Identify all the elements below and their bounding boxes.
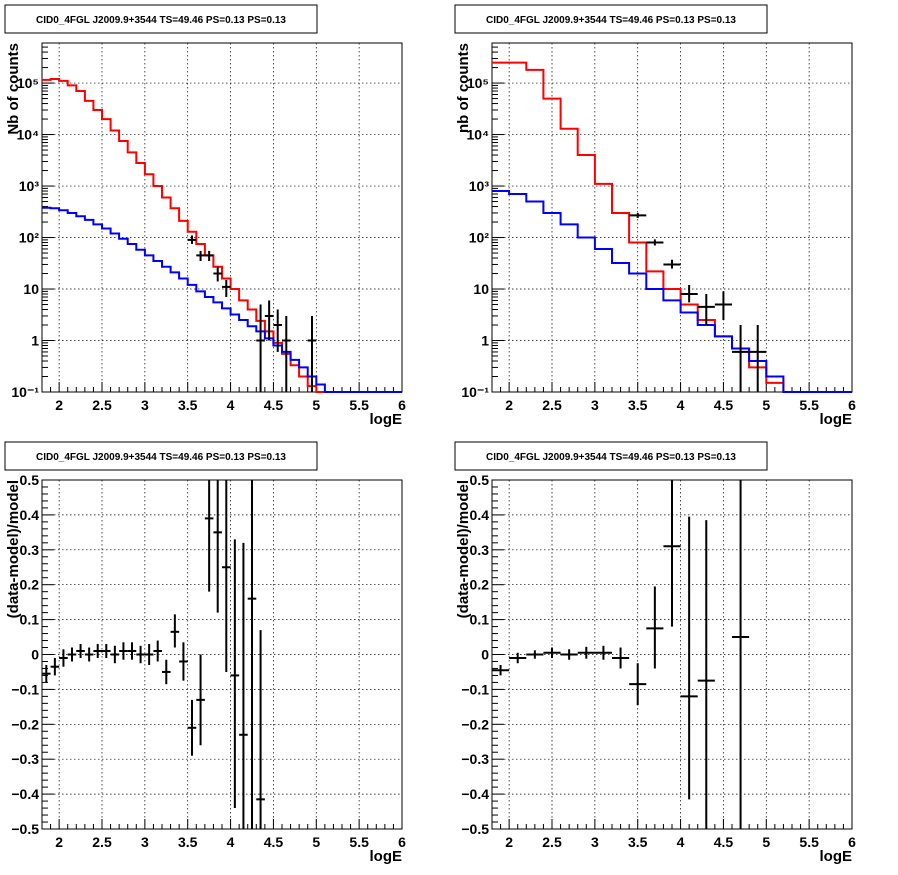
- y-tick-label: 10³: [19, 178, 40, 194]
- y-axis-label: nb of counts: [455, 43, 472, 133]
- x-tick-label: 6: [398, 397, 406, 413]
- x-tick-label: 2.5: [542, 834, 562, 850]
- x-tick-label: 3: [141, 397, 149, 413]
- y-tick-label: 0.3: [20, 542, 40, 558]
- x-axis-label: logE: [820, 411, 853, 428]
- y-tick-label: −0.4: [461, 786, 489, 802]
- x-tick-label: 5.5: [349, 834, 369, 850]
- x-tick-label: 5: [312, 397, 320, 413]
- y-tick-label: 10⁵: [17, 75, 39, 91]
- chart-panel-1: 2 2.5 3 3.5 4 4.5 5 5.5 6 10⁻¹ 1 10 10² 10³ 10⁴ 10⁵ logE…: [4, 4, 406, 428]
- x-tick-label: 4.5: [264, 834, 284, 850]
- x-tick-label: 3.5: [178, 834, 198, 850]
- chart-panel-4: 2 2.5 3 3.5 4 4.5 5 5.5 6 −0.5 −0.4 −0.3 −0.2 −0.1 0 0.…: [454, 441, 856, 865]
- x-tick-label: 4: [677, 834, 685, 850]
- x-tick-label: 4.5: [714, 834, 734, 850]
- y-tick-label: 0.4: [470, 507, 490, 523]
- y-tick-label: 0.5: [470, 472, 490, 488]
- y-tick-label: 10⁴: [17, 127, 40, 143]
- y-axis-label: (data-model)/model: [5, 480, 22, 618]
- y-tick-label: 10²: [469, 230, 490, 246]
- y-axis-label: Nb of counts: [5, 43, 22, 135]
- y-tick-label: −0.4: [11, 786, 39, 802]
- y-tick-label: 10²: [19, 230, 40, 246]
- y-tick-label: −0.2: [11, 716, 39, 732]
- x-tick-label: 4.5: [714, 397, 734, 413]
- y-tick-label: 0.5: [20, 472, 40, 488]
- series-1-step-line: [42, 78, 402, 393]
- y-tick-label: 0.2: [470, 577, 490, 593]
- y-tick-label: 10⁻¹: [11, 384, 39, 400]
- series-1-step-line: [492, 61, 852, 393]
- x-tick-label: 3.5: [628, 834, 648, 850]
- x-axis-label: logE: [820, 848, 853, 865]
- y-tick-label: 10⁴: [467, 127, 490, 143]
- y-tick-label: 10⁵: [467, 75, 489, 91]
- x-tick-label: 5: [312, 834, 320, 850]
- x-tick-label: 3: [141, 834, 149, 850]
- title-box: [4, 4, 318, 34]
- title-box: [454, 441, 768, 471]
- x-tick-label: 2.5: [92, 397, 112, 413]
- chart-title: CID0_4FGL J2009.9+3544 TS=49.46 PS=0.13 …: [36, 15, 286, 26]
- y-tick-label: −0.2: [461, 716, 489, 732]
- x-tick-label: 3.5: [178, 397, 198, 413]
- x-tick-label: 4: [227, 834, 235, 850]
- series-2-step-line: [492, 190, 852, 393]
- x-tick-label: 4: [227, 397, 235, 413]
- y-tick-label: 0.2: [20, 577, 40, 593]
- y-tick-label: 1: [481, 333, 489, 349]
- y-tick-label: 10⁻¹: [461, 384, 489, 400]
- y-tick-label: 0: [31, 647, 39, 663]
- chart-title: CID0_4FGL J2009.9+3544 TS=49.46 PS=0.13 …: [36, 452, 286, 463]
- x-tick-label: 6: [848, 397, 856, 413]
- chart-title: CID0_4FGL J2009.9+3544 TS=49.46 PS=0.13 …: [486, 15, 736, 26]
- x-tick-label: 6: [848, 834, 856, 850]
- x-tick-label: 3.5: [628, 397, 648, 413]
- y-tick-label: 0.3: [470, 542, 490, 558]
- y-tick-label: 0: [481, 647, 489, 663]
- chart-panel-2: 2 2.5 3 3.5 4 4.5 5 5.5 6 10⁻¹ 1 10 10² 10³ 10⁴ 10⁵ logE…: [454, 4, 856, 428]
- x-tick-label: 6: [398, 834, 406, 850]
- y-tick-label: 10³: [469, 178, 490, 194]
- plot-frame: [41, 42, 403, 393]
- x-axis-label: logE: [370, 848, 403, 865]
- x-tick-label: 5: [762, 834, 770, 850]
- title-box: [4, 441, 318, 471]
- y-tick-label: 10: [473, 281, 489, 297]
- plot-frame: [491, 42, 853, 393]
- y-tick-label: 0.1: [470, 612, 490, 628]
- y-tick-label: −0.1: [461, 681, 489, 697]
- chart-panel-3: 2 2.5 3 3.5 4 4.5 5 5.5 6 −0.5 −0.4 −0.3 −0.2 −0.1 0 0.…: [4, 441, 406, 865]
- y-tick-label: 1: [31, 333, 39, 349]
- x-axis-label: logE: [370, 411, 403, 428]
- y-tick-label: 0.1: [20, 612, 40, 628]
- y-tick-label: −0.3: [11, 751, 39, 767]
- y-tick-label: −0.5: [11, 821, 39, 837]
- y-tick-label: 0.4: [20, 507, 40, 523]
- x-tick-label: 2: [55, 834, 63, 850]
- x-tick-label: 4: [677, 397, 685, 413]
- y-axis-label: (data-model)/model: [455, 480, 472, 618]
- y-tick-label: −0.1: [11, 681, 39, 697]
- x-tick-label: 5.5: [799, 834, 819, 850]
- x-tick-label: 4.5: [264, 397, 284, 413]
- x-tick-label: 3: [591, 397, 599, 413]
- x-tick-label: 2.5: [92, 834, 112, 850]
- x-tick-label: 2: [505, 397, 513, 413]
- x-tick-label: 2: [55, 397, 63, 413]
- x-tick-label: 3: [591, 834, 599, 850]
- x-tick-label: 5.5: [349, 397, 369, 413]
- x-tick-label: 5: [762, 397, 770, 413]
- chart-title: CID0_4FGL J2009.9+3544 TS=49.46 PS=0.13 …: [486, 452, 736, 463]
- y-tick-label: 10: [23, 281, 39, 297]
- y-tick-label: −0.3: [461, 751, 489, 767]
- x-tick-label: 5.5: [799, 397, 819, 413]
- y-tick-label: −0.5: [461, 821, 489, 837]
- title-box: [454, 4, 768, 34]
- x-tick-label: 2: [505, 834, 513, 850]
- x-tick-label: 2.5: [542, 397, 562, 413]
